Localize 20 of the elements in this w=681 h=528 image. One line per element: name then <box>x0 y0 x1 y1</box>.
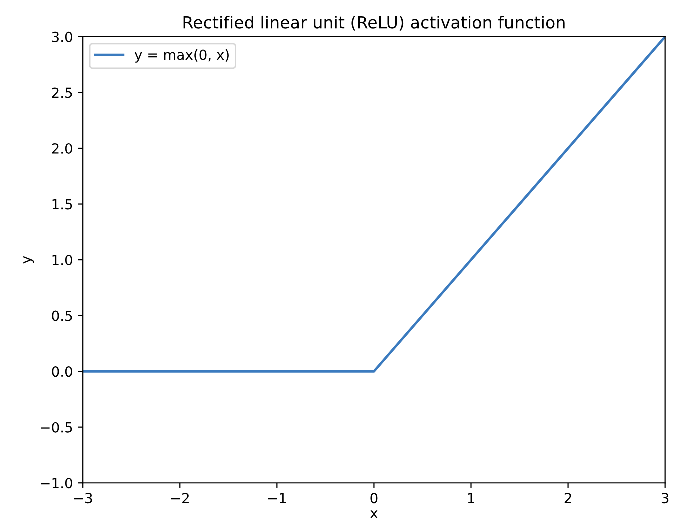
legend-label: y = max(0, x) <box>134 49 229 63</box>
x-tick-label: 2 <box>564 493 572 504</box>
y-tick-label: 3.0 <box>52 32 72 42</box>
y-tick-label: −0.5 <box>41 422 72 433</box>
x-tick-label: −3 <box>74 493 92 504</box>
x-tick-label: 3 <box>662 493 669 504</box>
x-tick-label: −1 <box>268 493 286 504</box>
chart-title: Rectified linear unit (ReLU) activation function <box>184 16 565 31</box>
x-tick-label: −2 <box>171 493 189 504</box>
y-tick-label: 1.0 <box>52 255 72 266</box>
y-tick-label: 1.5 <box>52 199 72 210</box>
x-axis-title: x <box>370 510 378 518</box>
y-tick-label: 0.0 <box>52 366 72 378</box>
x-tick-label: 0 <box>370 493 378 504</box>
y-axis-title: y <box>24 256 34 264</box>
y-tick-label: −1.0 <box>41 478 72 489</box>
y-tick-label: 0.5 <box>52 310 72 322</box>
y-tick-label: 2.0 <box>52 143 72 154</box>
y-tick-label: 2.5 <box>52 88 72 98</box>
x-tick-label: 1 <box>468 493 474 504</box>
